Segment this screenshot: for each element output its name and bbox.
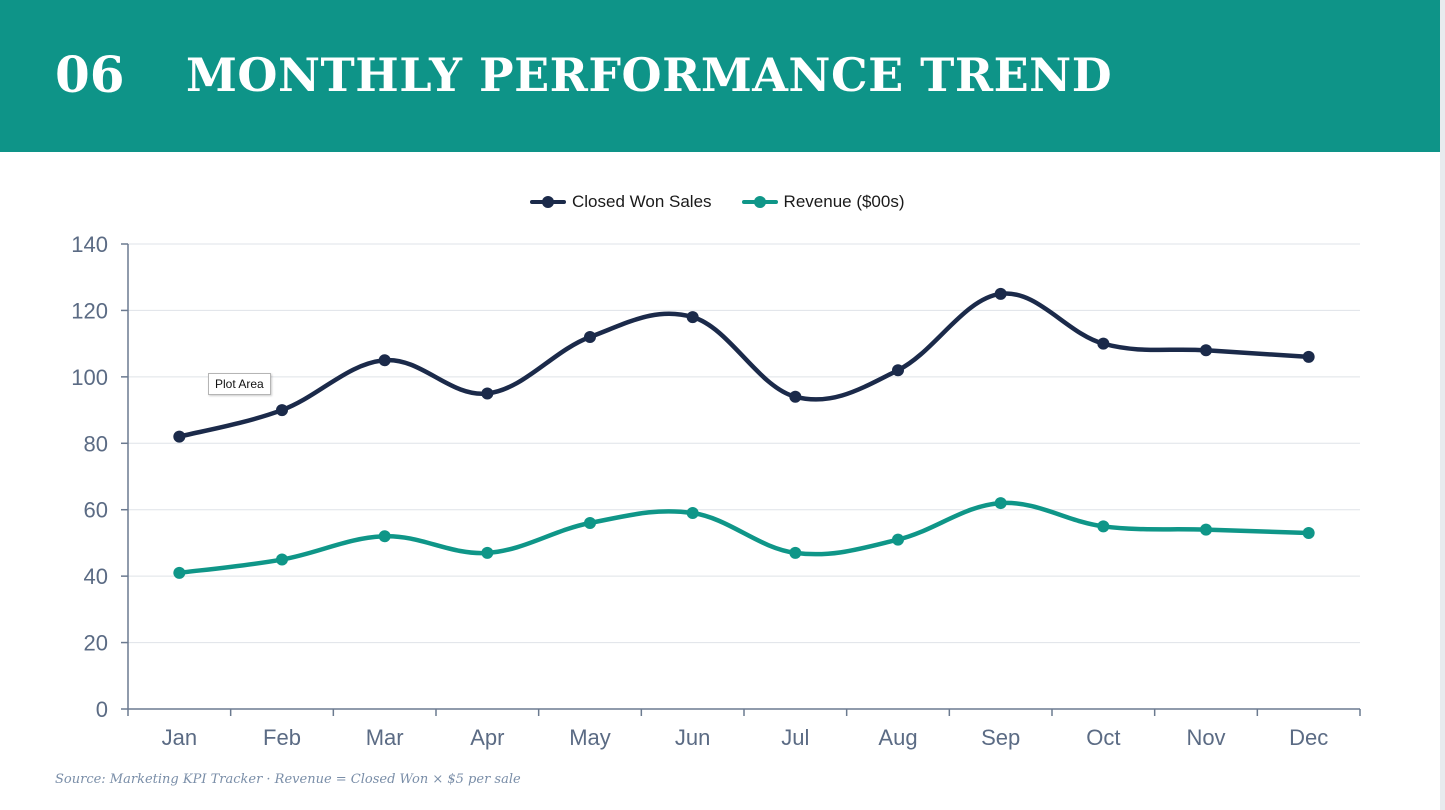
data-point-closed-won — [481, 387, 494, 400]
chart-legend[interactable]: Closed Won Sales Revenue ($00s) — [530, 188, 905, 216]
y-tick-label: 40 — [84, 564, 108, 589]
x-tick-label: Mar — [366, 725, 404, 750]
x-tick-label: Sep — [981, 725, 1020, 750]
data-point-revenue — [276, 553, 288, 566]
legend-item-closed-won[interactable]: Closed Won Sales — [530, 192, 712, 212]
data-point-revenue — [173, 566, 186, 579]
x-tick-label: Nov — [1186, 725, 1225, 750]
series-line-revenue — [177, 500, 1311, 576]
data-point-closed-won — [378, 354, 391, 367]
x-tick-label: Jul — [781, 725, 809, 750]
x-tick-label: Jan — [162, 725, 197, 750]
data-point-revenue — [1302, 526, 1315, 539]
y-tick-label: 20 — [84, 631, 108, 656]
data-point-closed-won — [994, 287, 1007, 300]
legend-marker-revenue — [753, 196, 766, 208]
x-tick-label: Oct — [1086, 725, 1120, 750]
data-point-closed-won — [789, 390, 802, 403]
x-tick-label: Aug — [878, 725, 917, 750]
data-point-revenue — [1200, 523, 1212, 536]
y-tick-label: 120 — [71, 298, 108, 323]
data-point-closed-won — [584, 331, 596, 343]
legend-swatch-revenue — [741, 195, 778, 209]
x-tick-label: Feb — [263, 725, 301, 750]
y-tick-label: 100 — [71, 365, 108, 390]
data-point-closed-won — [686, 311, 699, 324]
data-point-revenue — [584, 517, 596, 529]
plot-area-tooltip: Plot Area — [208, 373, 271, 395]
legend-label-closed-won: Closed Won Sales — [572, 192, 712, 211]
x-tick-label: May — [569, 725, 611, 750]
data-point-closed-won — [1097, 337, 1110, 350]
data-point-closed-won — [276, 404, 288, 417]
y-tick-label: 60 — [84, 498, 108, 523]
y-tick-label: 80 — [84, 431, 108, 456]
data-point-closed-won — [173, 430, 186, 443]
data-point-closed-won — [1200, 344, 1212, 357]
data-point-revenue — [686, 507, 699, 520]
source-note: Source: Marketing KPI Tracker · Revenue … — [55, 772, 521, 787]
legend-swatch-closed-won — [530, 195, 566, 209]
data-point-revenue — [481, 546, 494, 559]
data-point-revenue — [789, 546, 802, 559]
data-point-revenue — [892, 533, 904, 546]
x-tick-label: Apr — [470, 725, 504, 750]
slide-number: 06 — [55, 45, 125, 104]
data-point-closed-won — [1302, 350, 1315, 363]
data-point-closed-won — [892, 364, 904, 377]
window-edge-strip — [1440, 0, 1445, 810]
data-point-revenue — [378, 530, 391, 543]
legend-marker-closed-won — [542, 196, 554, 208]
slide-title: MONTHLY PERFORMANCE TREND — [186, 48, 1113, 102]
slide-header: 06 MONTHLY PERFORMANCE TREND — [0, 0, 1440, 152]
data-point-revenue — [1097, 520, 1110, 533]
data-point-revenue — [994, 497, 1007, 510]
y-tick-label: 140 — [71, 232, 108, 257]
y-tick-label: 0 — [96, 697, 108, 722]
x-tick-label: Jun — [675, 725, 710, 750]
x-tick-label: Dec — [1289, 725, 1328, 750]
legend-item-revenue[interactable]: Revenue ($00s) — [741, 192, 905, 212]
series-line-closed-won — [177, 291, 1311, 439]
legend-label-revenue: Revenue ($00s) — [783, 192, 905, 211]
